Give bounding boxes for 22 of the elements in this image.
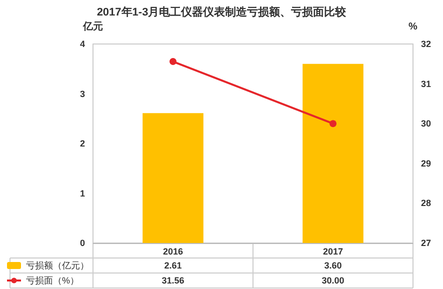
legend-label: 亏损额（亿元）	[26, 260, 89, 270]
y-tick-label: 0	[80, 238, 85, 248]
data-label: 31.56	[162, 276, 184, 286]
x-tick-label: 2016	[162, 246, 184, 256]
chart-title: 2017年1-3月电工仪器仪表制造亏损额、亏损面比较	[96, 6, 348, 18]
y2-tick-label: 30	[421, 118, 432, 129]
legend-label: 亏损面（%）	[26, 276, 80, 286]
y2-axis-title: %	[408, 22, 418, 32]
x-tick-label: 2017	[322, 246, 344, 256]
y-tick-label: 4	[80, 39, 85, 49]
y-tick-label: 2	[80, 138, 85, 148]
y2-tick-label: 29	[421, 158, 432, 168]
y2-tick-label: 27	[421, 238, 432, 248]
data-label: 3.60	[324, 260, 342, 270]
data-label: 2.61	[164, 260, 182, 270]
y-axis-title: 亿元	[82, 20, 103, 32]
y2-tick-label: 28	[421, 198, 432, 208]
y2-tick-label: 31	[421, 78, 432, 89]
y-tick-label: 1	[80, 188, 85, 198]
data-label: 30.00	[322, 276, 344, 286]
y-tick-label: 3	[80, 88, 85, 99]
y2-tick-label: 32	[421, 39, 432, 49]
